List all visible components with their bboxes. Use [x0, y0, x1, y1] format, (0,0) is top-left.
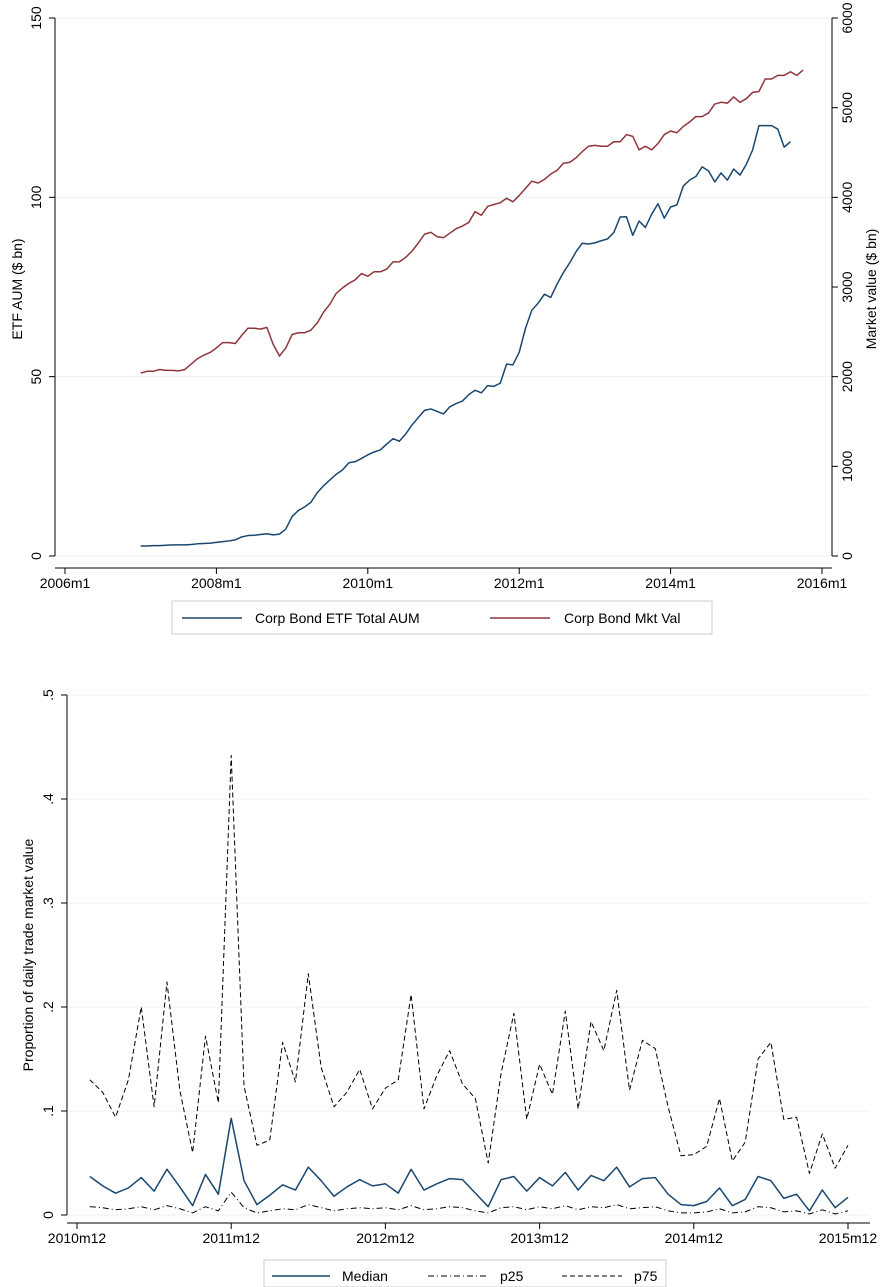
etf-aum-chart: 0 50 100 150 0 1000 2000 3000 4000 5000 6000 2006m1… — [9, 2, 879, 635]
c2-ytick-label: .3 — [40, 897, 56, 909]
c1-y-axis-title: ETF AUM ($ bn) — [9, 238, 25, 339]
c1-xtick-label: 2006m1 — [40, 575, 91, 591]
c2-legend-label-p75: p75 — [634, 1268, 658, 1284]
c2-ytick-label: .5 — [40, 689, 56, 701]
c1-y2tick-label: 6000 — [839, 2, 855, 33]
c2-xtick-label: 2011m12 — [203, 1230, 261, 1246]
c1-gridlines — [55, 17, 832, 557]
c1-xtick-label: 2010m1 — [343, 575, 394, 591]
c2-xtick-label: 2010m12 — [48, 1230, 107, 1246]
c2-legend-label-median: Median — [342, 1268, 388, 1284]
c1-y2tick-label: 3000 — [839, 271, 855, 302]
c2-y-axis-title: Proportion of daily trade market value — [20, 838, 36, 1071]
c1-y2tick-label: 0 — [839, 552, 855, 560]
c2-ytick-label: .4 — [40, 793, 56, 805]
c2-xtick-label: 2012m12 — [356, 1230, 415, 1246]
c1-legend-label-mktval: Corp Bond Mkt Val — [564, 610, 680, 626]
c1-series-lines — [140, 69, 804, 547]
c1-ytick-label: 0 — [28, 552, 44, 560]
c1-y2tick-label: 2000 — [839, 361, 855, 392]
c2-ytick-label: .2 — [40, 1001, 56, 1013]
c2-ytick-label: 0 — [40, 1211, 56, 1219]
c2-xtick-label: 2015m12 — [819, 1230, 878, 1246]
trade-proportion-chart: 0 .1 .2 .3 .4 .5 2010m12 2011m12 2012m12 2013m12 2… — [20, 689, 877, 1287]
c2-series-lines — [89, 754, 849, 1215]
c1-series-line-mktval — [140, 69, 804, 374]
c1-ytick-label: 50 — [28, 369, 44, 385]
c1-legend-box — [171, 600, 713, 635]
c1-ytick-label: 150 — [28, 6, 44, 30]
c2-ytick-label: .1 — [40, 1105, 56, 1117]
c2-series-line-p25 — [89, 1191, 849, 1215]
c1-y2tick-label: 5000 — [839, 92, 855, 123]
c2-ticks: 0 .1 .2 .3 .4 .5 2010m12 2011m12 2012m12 2013m12 2… — [40, 689, 877, 1246]
c1-y2tick-label: 4000 — [839, 182, 855, 213]
c2-legend-box — [263, 1259, 667, 1287]
c2-gridlines — [67, 694, 870, 1216]
c1-legend-label-aum: Corp Bond ETF Total AUM — [255, 610, 420, 626]
c1-y2-axis-title: Market value ($ bn) — [863, 229, 879, 350]
c1-xtick-label: 2008m1 — [191, 575, 242, 591]
c2-series-line-p75 — [89, 754, 849, 1174]
c1-series-line-aum — [140, 124, 791, 547]
c2-legend-label-p25: p25 — [500, 1268, 524, 1284]
c1-xtick-label: 2014m1 — [645, 575, 696, 591]
c2-xtick-label: 2013m12 — [510, 1230, 569, 1246]
c1-xtick-label: 2012m1 — [494, 575, 545, 591]
c1-legend: Corp Bond ETF Total AUM Corp Bond Mkt Va… — [171, 600, 713, 635]
c2-legend: Median p25 p75 — [263, 1259, 667, 1287]
c2-xtick-label: 2014m12 — [665, 1230, 724, 1246]
c1-y2tick-label: 1000 — [839, 451, 855, 482]
c1-xtick-label: 2016m1 — [797, 575, 848, 591]
c1-ticks: 0 50 100 150 0 1000 2000 3000 4000 5000 6000 2006m1… — [28, 2, 855, 591]
c2-series-line-median — [89, 1117, 849, 1212]
c1-ytick-label: 100 — [28, 185, 44, 209]
